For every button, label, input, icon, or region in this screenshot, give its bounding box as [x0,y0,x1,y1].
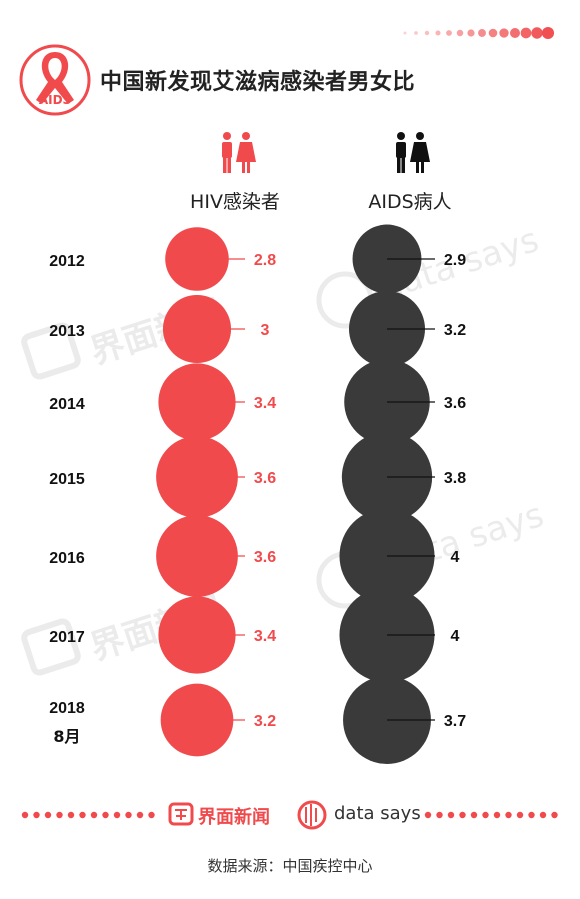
decorative-dot [551,811,558,819]
decorative-dot [528,811,535,819]
decorative-dot [424,30,430,36]
watermark-group: 界面新闻 界面新闻 data says data says [21,220,549,676]
decorative-dot [531,27,543,39]
decorative-dot [482,811,489,819]
decorative-dot [44,811,52,819]
decorative-dot [56,811,63,819]
decorative-dot [102,811,109,819]
decorative-dot [90,811,98,819]
aids-ribbon-icon [19,44,91,116]
aids-logo-text: AIDS [38,93,72,107]
aids-value-label: 4 [451,628,460,645]
decorative-dot [33,811,40,819]
aids-value-label: 3.2 [444,322,466,339]
male-female-black-icon [396,132,430,173]
year-label: 2012 [49,253,85,270]
decorative-dot [414,31,418,35]
male-female-red-icon [222,132,256,173]
aids-value-label: 4 [451,549,460,566]
decorative-dot [520,27,532,39]
decorative-dot [436,811,443,819]
decorative-dot [125,811,132,819]
aids-value-label: 3.8 [444,470,466,487]
decorative-dot [403,31,407,35]
hiv-value-label: 3 [261,322,270,339]
decorative-dot [447,811,455,819]
jiemian-logo-icon [168,802,194,826]
decorative-dot [516,811,524,819]
hiv-value-label: 3.6 [254,470,276,487]
bubble-area: 2012 2.8 2.9 2013 3 3.2 2014 3.4 3.6 2015 3.6 3.8 20… [49,224,466,764]
aids-value-label: 3.6 [444,395,466,412]
year-label: 2013 [49,323,85,340]
decorative-dot [136,811,144,819]
decorative-dot [424,811,432,819]
source-note: 数据来源：中国疾控中心 [207,857,373,875]
column-header-aids: AIDS病人 [368,191,452,213]
column-header-hiv: HIV感染者 [190,191,280,213]
decorative-dots-top [403,26,555,40]
decorative-dot [67,811,75,819]
decorative-dots-footer [21,811,558,819]
hiv-value-label: 3.6 [254,549,276,566]
decorative-dot [446,30,452,36]
decorative-dot [459,811,466,819]
decorative-dot [467,29,475,37]
decorative-dot [493,811,501,819]
year-label: 8月 [53,727,80,746]
year-label: 2014 [49,396,85,413]
decorative-dot [79,811,86,819]
data-says-logo-icon [297,800,327,830]
decorative-dot [499,28,509,38]
hiv-value-label: 3.2 [254,713,276,730]
decorative-dot [510,28,520,38]
decorative-dot [539,811,547,819]
aids-value-label: 2.9 [444,252,466,269]
year-label: 2015 [49,471,85,488]
decorative-dot [435,30,441,36]
year-label: 2017 [49,629,85,646]
footer-brand-jiemian: 界面新闻 [198,807,270,828]
footer-brand-datasays: data says [334,803,421,824]
decorative-dot [456,29,464,37]
decorative-dot [21,811,29,819]
decorative-dot [488,28,498,38]
page-title: 中国新发现艾滋病感染者男女比 [100,70,416,95]
aids-value-label: 3.7 [444,713,466,730]
hiv-value-label: 3.4 [254,395,276,412]
decorative-dot [113,811,121,819]
decorative-dot [505,811,512,819]
decorative-dot [541,26,555,40]
year-label: 2016 [49,550,85,567]
hiv-value-label: 2.8 [254,252,276,269]
decorative-dot [470,811,478,819]
decorative-dot [148,811,155,819]
hiv-value-label: 3.4 [254,628,276,645]
year-label: 2018 [49,700,85,717]
decorative-dot [478,29,486,37]
